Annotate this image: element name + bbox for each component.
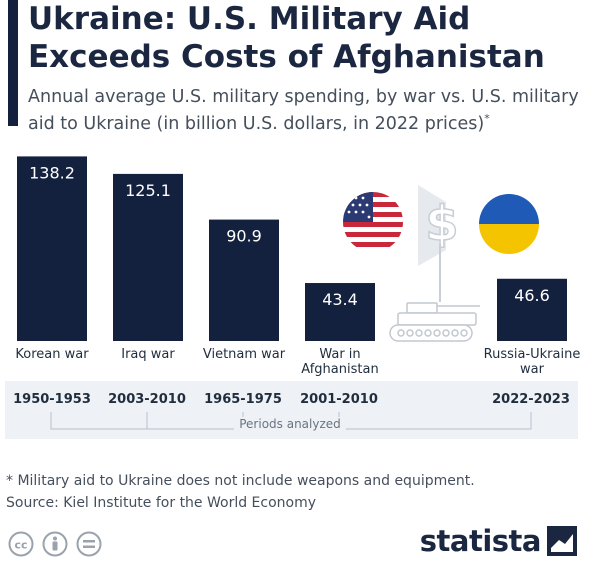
category-label: Korean war — [15, 347, 89, 362]
bar-vietnam-war — [209, 219, 279, 341]
svg-text:cc: cc — [14, 539, 27, 552]
category-labels-layer: Korean war Iraq war Vietnam war War in Afgha… — [15, 347, 580, 377]
title-accent-bar — [8, 0, 18, 126]
dollar-sign-icon: $ — [418, 185, 459, 302]
subtitle-text: Annual average U.S. military spending, b… — [28, 87, 579, 134]
svg-text:$: $ — [425, 196, 458, 252]
subtitle-footnote-mark: * — [484, 112, 490, 125]
footnote-block: * Military aid to Ukraine does not inclu… — [6, 470, 581, 514]
source-text: Source: Kiel Institute for the World Eco… — [6, 495, 317, 511]
bar-value-label: 43.4 — [322, 290, 358, 309]
bar-value-label: 46.6 — [514, 286, 550, 305]
period-label: 2003-2010 — [108, 392, 186, 407]
category-label: Vietnam war — [203, 347, 286, 362]
bar-value-label: 90.9 — [226, 227, 262, 246]
chart-subtitle: Annual average U.S. military spending, b… — [28, 86, 583, 135]
category-label: Russia-Ukraine war — [484, 347, 581, 377]
bars-layer: 138.2 125.1 90.9 43.4 46.6 — [17, 156, 567, 341]
category-label: Iraq war — [121, 347, 175, 362]
bar-russia-ukraine-war — [497, 278, 567, 341]
ukraine-flag-icon — [479, 194, 539, 254]
statista-logo[interactable]: statista — [420, 524, 577, 558]
footnote-text: * Military aid to Ukraine does not inclu… — [6, 473, 475, 489]
period-label: 2001-2010 — [300, 392, 378, 407]
bar-korean-war — [17, 156, 87, 341]
statista-mark-icon — [547, 526, 577, 556]
bar-value-label: 138.2 — [29, 163, 75, 182]
tank-icon — [389, 302, 480, 342]
period-label: 1965-1975 — [204, 392, 282, 407]
license-icons: cc — [8, 531, 102, 557]
category-label: War in Afghanistan — [301, 347, 378, 377]
attribution-icon — [42, 531, 68, 557]
periods-caption: Periods analyzed — [234, 417, 346, 431]
period-label: 2022-2023 — [492, 392, 570, 407]
bar-war-in-afghanistan — [305, 283, 375, 341]
period-label: 1950-1953 — [13, 392, 91, 407]
bar-value-label: 125.1 — [125, 181, 171, 200]
chart-title: Ukraine: U.S. Military Aid Exceeds Costs… — [28, 1, 545, 75]
statista-logo-text: statista — [419, 524, 542, 558]
bar-chart: 138.2 125.1 90.9 43.4 46.6 Korean war Iraq wa… — [15, 156, 580, 377]
bar-iraq-war — [113, 173, 183, 341]
cc-icon: cc — [8, 531, 34, 557]
us-flag-icon — [343, 192, 403, 252]
no-derivatives-icon — [76, 531, 102, 557]
